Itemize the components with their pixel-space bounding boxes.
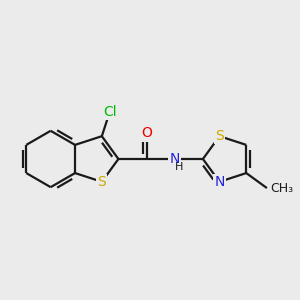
Text: S: S xyxy=(98,175,106,189)
Text: N: N xyxy=(169,152,180,166)
Text: H: H xyxy=(175,162,184,172)
Text: S: S xyxy=(215,129,224,143)
Text: N: N xyxy=(214,175,225,189)
Text: Cl: Cl xyxy=(103,105,116,119)
Text: O: O xyxy=(141,127,152,140)
Text: CH₃: CH₃ xyxy=(270,182,293,195)
